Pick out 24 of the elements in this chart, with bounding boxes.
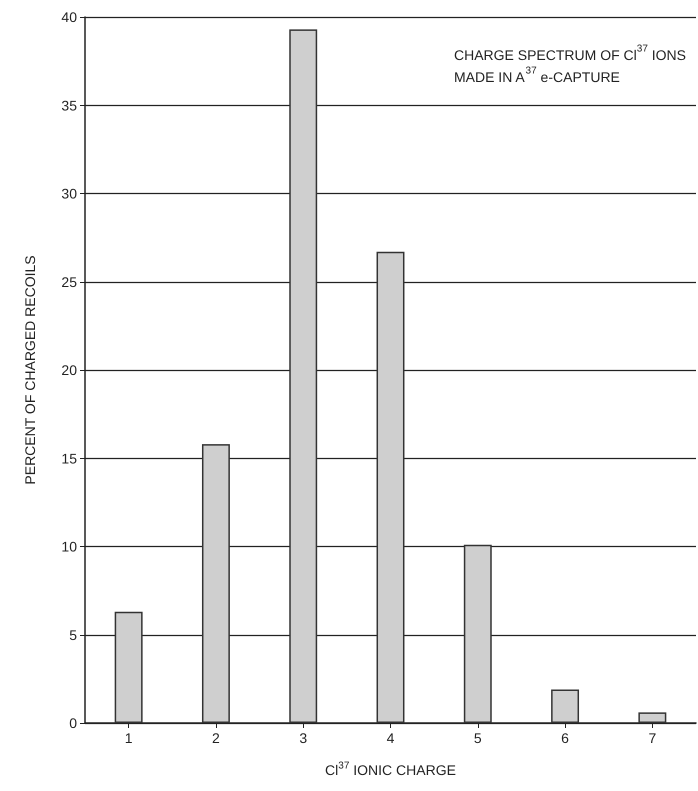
bar	[551, 689, 580, 723]
x-tick-label: 2	[212, 730, 220, 746]
y-tick-label: 0	[69, 715, 78, 731]
bar	[464, 544, 492, 723]
y-tick-label: 20	[61, 362, 78, 378]
x-tick-label: 6	[561, 730, 570, 746]
y-tick-label: 15	[61, 450, 78, 466]
bar	[289, 29, 318, 723]
y-tick-label: 25	[61, 274, 78, 290]
y-tick-label: 30	[61, 186, 78, 202]
x-tick-label: 1	[124, 730, 133, 746]
y-tick-label: 35	[61, 97, 78, 114]
bar	[202, 444, 230, 723]
y-tick-label: 5	[69, 626, 78, 643]
bar	[376, 252, 404, 723]
y-axis-title: PERCENT OF CHARGED RECOILS	[22, 255, 38, 485]
x-tick-label: 7	[648, 730, 656, 746]
bar	[638, 712, 666, 723]
x-tick-label: 3	[299, 730, 308, 746]
x-tick-label: 4	[386, 730, 395, 746]
y-tick-label: 10	[61, 538, 78, 554]
y-tick-label: 40	[61, 9, 78, 25]
bar	[114, 612, 143, 723]
x-tick-label: 5	[474, 730, 482, 746]
